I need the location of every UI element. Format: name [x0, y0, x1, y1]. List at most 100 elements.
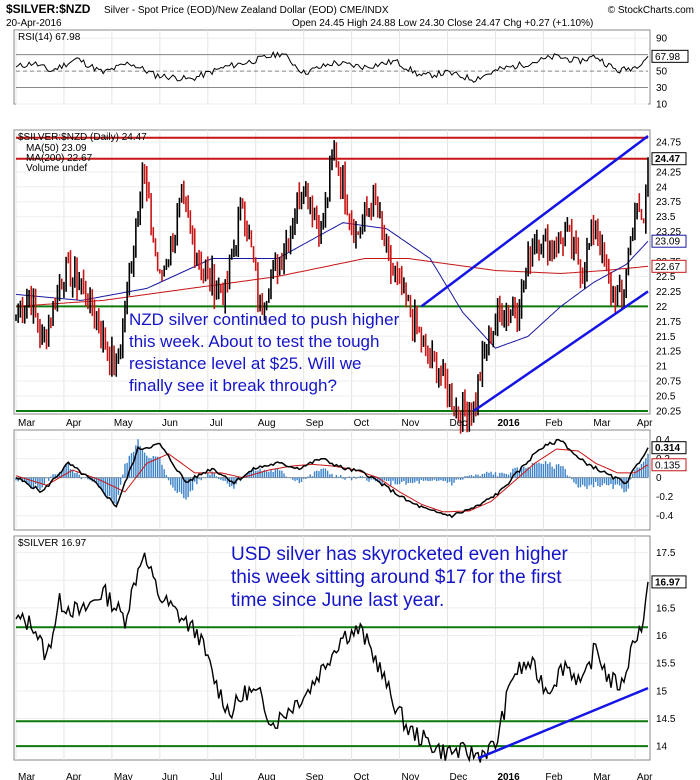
value-badge	[651, 575, 687, 589]
nzd-legend-ma200: MA(200) 22.67	[26, 153, 93, 164]
value-badge	[651, 458, 687, 472]
rsi-line	[15, 50, 649, 83]
usd-panel-label: $SILVER 16.97	[18, 538, 87, 549]
y-tick-label: 22.5	[656, 272, 676, 283]
month-label: Sep	[306, 418, 324, 429]
month-label: Nov	[402, 418, 420, 429]
y-tick-label: 21.5	[656, 332, 676, 343]
y-tick-label: 23.25	[656, 227, 681, 238]
axis-ticks: 907050301024.7524.252423.7523.523.2522.7…	[651, 34, 689, 753]
month-label: Mar	[593, 418, 611, 429]
nzd-annotation-line: finally see it break through?	[129, 376, 337, 395]
chart-marks	[15, 50, 649, 763]
usd-trend-line	[477, 686, 649, 760]
value-badge-text: 16.97	[655, 577, 680, 588]
nzd-trend-line	[420, 134, 649, 308]
nzd-annotation-line: this week. About to test the tough	[129, 332, 379, 351]
month-label: Mar	[593, 772, 611, 780]
month-label: Aug	[258, 418, 276, 429]
month-label: Feb	[545, 772, 563, 780]
y-tick-label: 17.5	[656, 548, 676, 559]
y-tick-label: 24.25	[656, 167, 681, 178]
month-label: Jun	[162, 418, 178, 429]
month-label: Mar	[18, 772, 36, 780]
month-label: Oct	[354, 772, 370, 780]
nzd-panel-label: $SILVER:$NZD (Daily) 24.47	[18, 132, 147, 143]
y-tick-label: 16.5	[656, 603, 676, 614]
rsi-label: RSI(14) 67.98	[18, 32, 81, 43]
month-label: Apr	[637, 418, 653, 429]
y-tick-label: 14	[656, 742, 668, 753]
value-badge-text: 0.135	[655, 460, 680, 471]
nzd-legend-volume: Volume undef	[26, 163, 87, 174]
y-tick-label: 10	[656, 100, 668, 111]
rsi-value-badge-text: 67.98	[655, 52, 680, 63]
y-tick-label: 22	[656, 302, 668, 313]
month-label: Sep	[306, 772, 324, 780]
y-tick-label: 23.5	[656, 212, 676, 223]
y-tick-label: -0.2	[656, 492, 674, 503]
month-label: Oct	[354, 418, 370, 429]
chart-brand: © StockCharts.com	[608, 5, 694, 16]
rsi-panel-frame	[13, 29, 651, 105]
y-tick-label: 30	[656, 83, 668, 94]
y-tick-label: 20.5	[656, 392, 676, 403]
y-tick-label: 15	[656, 686, 668, 697]
month-label: Apr	[66, 772, 82, 780]
y-tick-label: 15.5	[656, 659, 676, 670]
value-badge	[651, 441, 687, 455]
month-label: Mar	[18, 418, 36, 429]
value-badge	[651, 259, 687, 273]
usd-annotation: USD silver has skyrocketed even higher t…	[231, 544, 569, 611]
y-tick-label: 14.5	[656, 714, 676, 725]
usd-panel-frame	[13, 535, 651, 761]
nzd-annotation-line: NZD silver continued to push higher	[129, 310, 400, 329]
nzd-annotation-line: resistance level at $25. Will we	[129, 354, 361, 373]
value-badge-text: 24.47	[655, 154, 680, 165]
month-label: Apr	[66, 418, 82, 429]
y-tick-label: 24.75	[656, 137, 681, 148]
macd-line	[15, 438, 649, 519]
value-badge-text: 22.67	[655, 262, 680, 273]
usd-price-line	[15, 552, 649, 763]
month-label: 2016	[497, 772, 520, 780]
y-tick-label: 0	[656, 473, 662, 484]
usd-annotation-line: time since June last year.	[231, 590, 444, 611]
month-label: Dec	[450, 772, 468, 780]
usd-annotation-line: USD silver has skyrocketed even higher	[231, 544, 569, 565]
y-tick-label: 22.25	[656, 287, 681, 298]
month-label: Nov	[402, 772, 420, 780]
y-tick-label: 20.25	[656, 407, 681, 418]
chart-date: 20-Apr-2016	[6, 18, 62, 29]
month-label: Dec	[450, 418, 468, 429]
y-tick-label: 21	[656, 362, 668, 373]
y-tick-label: 50	[656, 67, 668, 78]
value-badge	[651, 234, 687, 248]
y-tick-label: 21.75	[656, 317, 681, 328]
nzd-legend-ma50: MA(50) 23.09	[26, 143, 87, 154]
y-tick-label: 24	[656, 182, 668, 193]
rsi-value-badge	[651, 49, 689, 63]
y-tick-label: 16	[656, 631, 668, 642]
month-label: May	[114, 418, 133, 429]
month-label: Feb	[545, 418, 563, 429]
y-tick-label: -0.4	[656, 511, 674, 522]
nzd-ma50-line	[15, 222, 649, 349]
value-badge-text: 0.314	[655, 443, 680, 454]
month-label: May	[114, 772, 133, 780]
month-label: Jun	[162, 772, 178, 780]
month-label: Jul	[210, 772, 223, 780]
month-label: Apr	[637, 772, 653, 780]
macd-signal-line	[15, 448, 649, 513]
month-label: Aug	[258, 772, 276, 780]
y-tick-label: 20.75	[656, 377, 681, 388]
chart-symbol: $SILVER:$NZD	[6, 2, 91, 16]
usd-annotation-line: this week sitting around $17 for the fir…	[231, 567, 562, 588]
chart-description: Silver - Spot Price (EOD)/New Zealand Do…	[104, 5, 389, 16]
y-tick-label: 23.75	[656, 197, 681, 208]
value-badge-text: 23.09	[655, 237, 680, 248]
month-label: 2016	[497, 418, 520, 429]
y-tick-label: 0.4	[656, 435, 670, 446]
nzd-ma200-line	[15, 258, 649, 307]
